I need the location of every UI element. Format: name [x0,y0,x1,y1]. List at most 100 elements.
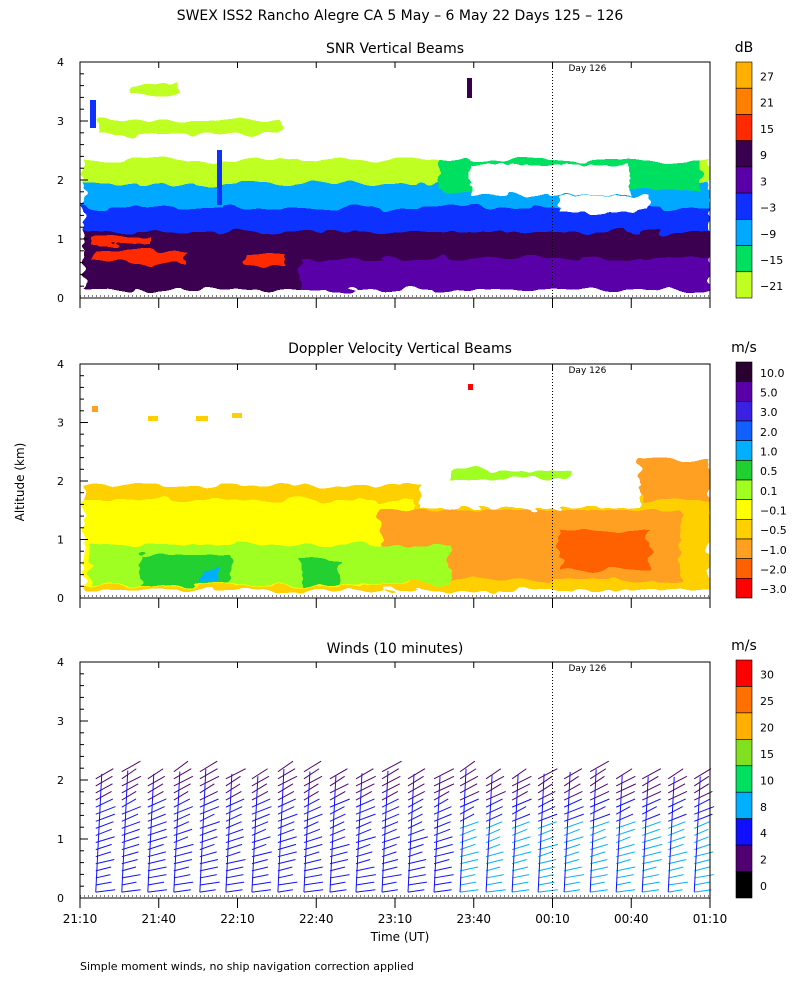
wind-barb [459,798,479,808]
wind-barb [694,806,715,815]
x-tick-label: 23:10 [378,912,413,926]
wind-barb [355,806,376,815]
wind-barb [303,768,320,780]
wind-barb [512,881,529,886]
wind-profile [303,760,324,893]
wind-barb [277,866,293,872]
wind-profile [329,768,350,893]
wind-barb [381,881,397,886]
wind-barb [199,790,218,801]
doppler-speck-5 [468,384,473,390]
colorbar-label: 2.0 [760,426,778,439]
x-tick-label: 23:40 [456,912,491,926]
wind-barb [537,828,554,836]
wind-barb [667,806,683,815]
wind-barb [173,783,191,794]
y-tick-label: 3 [57,715,64,728]
wind-barb [407,881,427,886]
wind-barb [225,813,242,822]
wind-barb [95,821,114,829]
colorbar-swatch [735,401,753,422]
doppler-layer-darkorange [560,530,650,570]
colorbar-label: −3.0 [760,583,787,596]
wind-profile [615,768,637,893]
wind-profile [225,768,246,893]
wind-barb [173,775,194,787]
y-tick-label: 4 [57,656,64,669]
wind-barb [251,813,270,822]
doppler-patch-cyan [200,568,220,584]
wind-staff [251,776,259,893]
wind-barb [459,813,475,822]
wind-barb [512,874,530,879]
wind-barb [251,828,267,836]
wind-barb [589,783,609,794]
colorbar-swatch [735,61,753,89]
wind-barb [616,851,635,858]
y-tick-label: 2 [57,774,64,787]
wind-barb [147,858,166,865]
wind-profile [199,760,220,893]
colorbar-swatch [735,578,753,599]
wind-barb [303,889,324,893]
wind-staff [329,774,337,893]
wind-barb [407,858,427,865]
colorbar-swatch [735,381,753,402]
wind-barb [381,775,401,787]
snr-spike-1 [90,100,96,128]
wind-barb [641,806,657,815]
colorbar-label: −21 [760,280,783,293]
wind-barb [642,821,661,829]
footnote: Simple moment winds, no ship navigation … [80,960,414,973]
wind-staff [225,773,233,893]
wind-barb [355,783,375,794]
wind-barb [485,874,504,879]
wind-barbs [95,760,715,893]
wind-barb [277,821,295,829]
wind-barb [485,858,504,865]
wind-barb [277,836,297,844]
wind-barb [199,851,217,858]
wind-barb [433,813,452,822]
wind-barb [277,813,298,822]
wind-barb [329,828,346,836]
wind-barb [303,813,323,822]
day-marker-label: Day 126 [569,64,607,74]
wind-staff [381,770,389,893]
wind-barb [225,790,242,801]
doppler-panel-title: Doppler Velocity Vertical Beams [288,341,512,357]
wind-barb [173,760,189,773]
wind-barb [563,813,584,822]
colorbar-swatch [735,479,753,500]
wind-barb [616,889,636,893]
wind-barb [277,881,298,886]
wind-staff [173,771,181,893]
wind-barb [121,889,141,893]
wind-barb [329,881,346,886]
wind-barb [121,851,139,858]
wind-barb [668,889,683,893]
wind-barb [173,858,193,865]
wind-barb [329,768,348,780]
wind-barb [173,821,190,829]
wind-staff [459,768,467,893]
wind-barb [538,874,554,879]
wind-barb [329,783,349,794]
wind-barb [433,828,451,836]
wind-staff [485,775,493,893]
colorbar-label: 3 [760,175,767,188]
wind-barb [199,866,219,872]
wind-barb [147,790,164,801]
wind-barb [95,775,113,787]
x-axis-label: Time (UT) [370,930,430,944]
wind-barb [433,768,455,780]
wind-staff [199,768,207,893]
doppler-speck-3 [196,416,208,421]
wind-barb [277,858,296,865]
wind-barb [668,813,687,822]
wind-barb [642,889,660,893]
wind-barb [225,889,243,893]
colorbar-unit: m/s [731,638,757,654]
wind-barb [486,889,506,893]
colorbar-swatch [735,460,753,481]
